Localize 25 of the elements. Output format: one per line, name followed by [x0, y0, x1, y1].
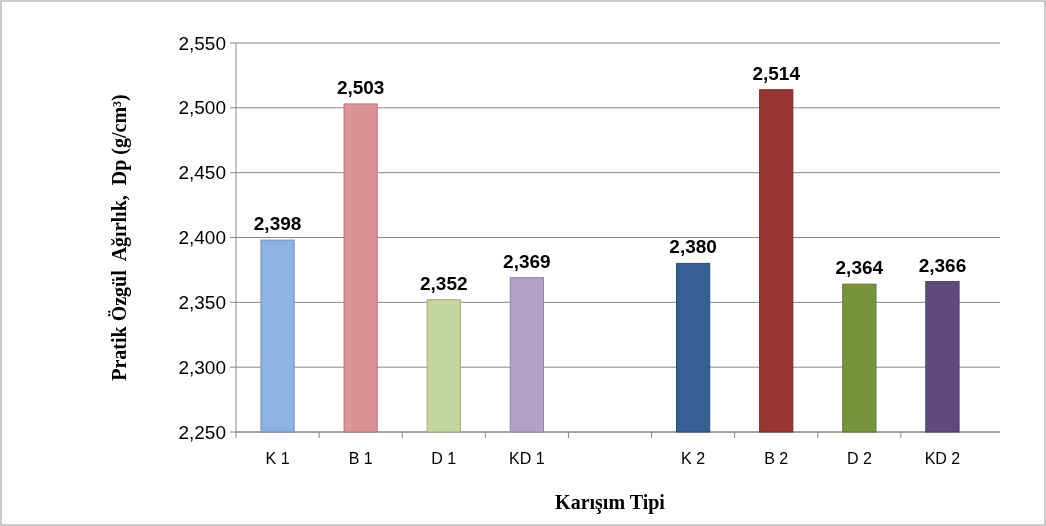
data-label: 2,352 — [420, 272, 468, 294]
data-label: 2,398 — [253, 213, 302, 235]
data-label: 2,514 — [752, 62, 801, 84]
data-label: 2,503 — [336, 76, 385, 98]
data-label: 2,364 — [835, 257, 884, 279]
y-tick-label: 2,450 — [178, 162, 226, 184]
data-label: 2,366 — [918, 254, 967, 276]
x-tick-label: KD 1 — [509, 450, 545, 467]
x-tick-label: K 1 — [265, 450, 290, 467]
data-label: 2,380 — [669, 236, 717, 258]
x-tick-label: B 1 — [348, 450, 373, 467]
y-tick-label: 2,500 — [178, 97, 226, 119]
x-axis-title: Karışım Tipi — [555, 491, 666, 514]
x-tick-label: KD 2 — [924, 450, 961, 467]
x-tick-label: B 2 — [764, 450, 789, 467]
x-tick-label: D 2 — [846, 450, 872, 467]
x-tick-label: K 2 — [681, 450, 706, 467]
y-tick-label: 2,250 — [178, 421, 226, 443]
y-axis-title: Pratik Özgül Ağırlık, Dp (g/cm³) — [108, 94, 131, 381]
y-tick-label: 2,400 — [178, 227, 226, 249]
y-tick-label: 2,550 — [178, 32, 226, 54]
y-tick-label: 2,300 — [178, 356, 226, 378]
y-tick-label: 2,350 — [178, 291, 226, 313]
x-tick-label: D 1 — [431, 450, 457, 467]
data-label: 2,369 — [503, 250, 551, 272]
